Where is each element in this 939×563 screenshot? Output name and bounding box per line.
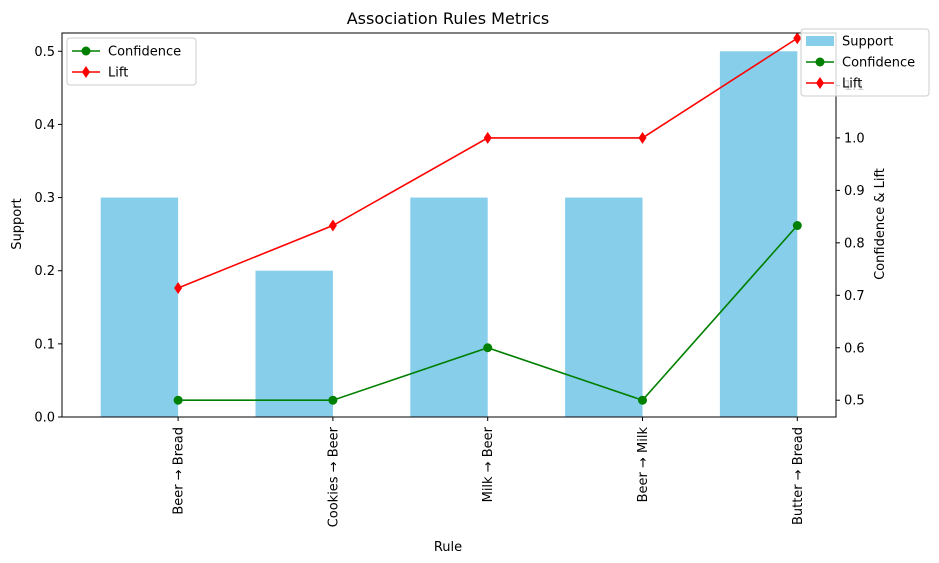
confidence-point-3 (483, 343, 493, 353)
y2-axis-title: Confidence & Lift (873, 168, 888, 280)
legend-right-entry-1-label: Support (842, 35, 893, 50)
bar-support-3 (410, 197, 488, 417)
lift-point-3 (483, 131, 492, 144)
x-tick-label-5: Butter → Bread (791, 427, 806, 525)
y-axis-title: Support (10, 198, 25, 249)
y-tick-label-3: 0.2 (34, 264, 55, 279)
confidence-point-1 (173, 395, 183, 405)
confidence-point-5 (792, 221, 802, 231)
legend-left-entry-1-marker (81, 46, 91, 56)
y2-tick-label-3: 0.7 (844, 289, 865, 304)
y2-tick-label-2: 0.6 (844, 341, 865, 356)
confidence-point-4 (638, 395, 647, 405)
x-axis-title: Rule (434, 540, 462, 555)
x-tick-label-1: Beer → Bread (172, 427, 187, 515)
legend-right-entry-3-marker (816, 77, 824, 89)
legend-right-entry-2-label: Confidence (842, 56, 915, 71)
lift-point-4 (638, 131, 647, 144)
lift-point-5 (793, 32, 802, 45)
y-tick-label-2: 0.1 (34, 337, 55, 352)
y-tick-label-6: 0.5 (34, 45, 55, 60)
bar-support-5 (719, 51, 798, 418)
legend-left-entry-2-marker (82, 66, 90, 78)
y-tick-label-1: 0.0 (34, 411, 55, 426)
plot-frame (61, 32, 837, 418)
bar-support-2 (255, 270, 333, 417)
legend-right-entry-2-marker (815, 57, 825, 67)
confidence-point-2 (328, 395, 338, 405)
legend-right-entry-1-patch (806, 36, 834, 46)
y2-tick-label-6: 1.0 (844, 131, 865, 146)
bar-support-1 (100, 197, 179, 417)
legends: Confidence Lift Support Confidence Lift (66, 28, 930, 97)
y-tick-label-5: 0.4 (34, 118, 55, 133)
y-tick-label-4: 0.3 (34, 191, 55, 206)
chart-title: Association Rules Metrics (347, 9, 550, 28)
x-tick-label-3: Milk → Beer (481, 426, 496, 502)
lift-point-1 (174, 281, 183, 294)
y2-tick-label-4: 0.8 (844, 236, 865, 251)
legend-left-entry-1-label: Confidence (108, 45, 181, 60)
bar-support-4 (565, 197, 643, 417)
lift-point-2 (328, 219, 337, 232)
x-tick-label-4: Beer → Milk (636, 427, 651, 503)
legend-left-entry-2-label: Lift (108, 66, 128, 81)
lift-line (177, 37, 798, 289)
legend-left: Confidence Lift (66, 37, 197, 86)
y2-tick-label-5: 0.9 (844, 184, 865, 199)
y2-tick-label-1: 0.5 (844, 394, 865, 409)
plot-area (100, 32, 802, 418)
x-tick-label-2: Cookies → Beer (326, 426, 341, 527)
legend-left-box (66, 37, 197, 86)
legend-right: Support Confidence Lift (800, 28, 930, 97)
legend-right-entry-3-label: Lift (842, 77, 862, 92)
